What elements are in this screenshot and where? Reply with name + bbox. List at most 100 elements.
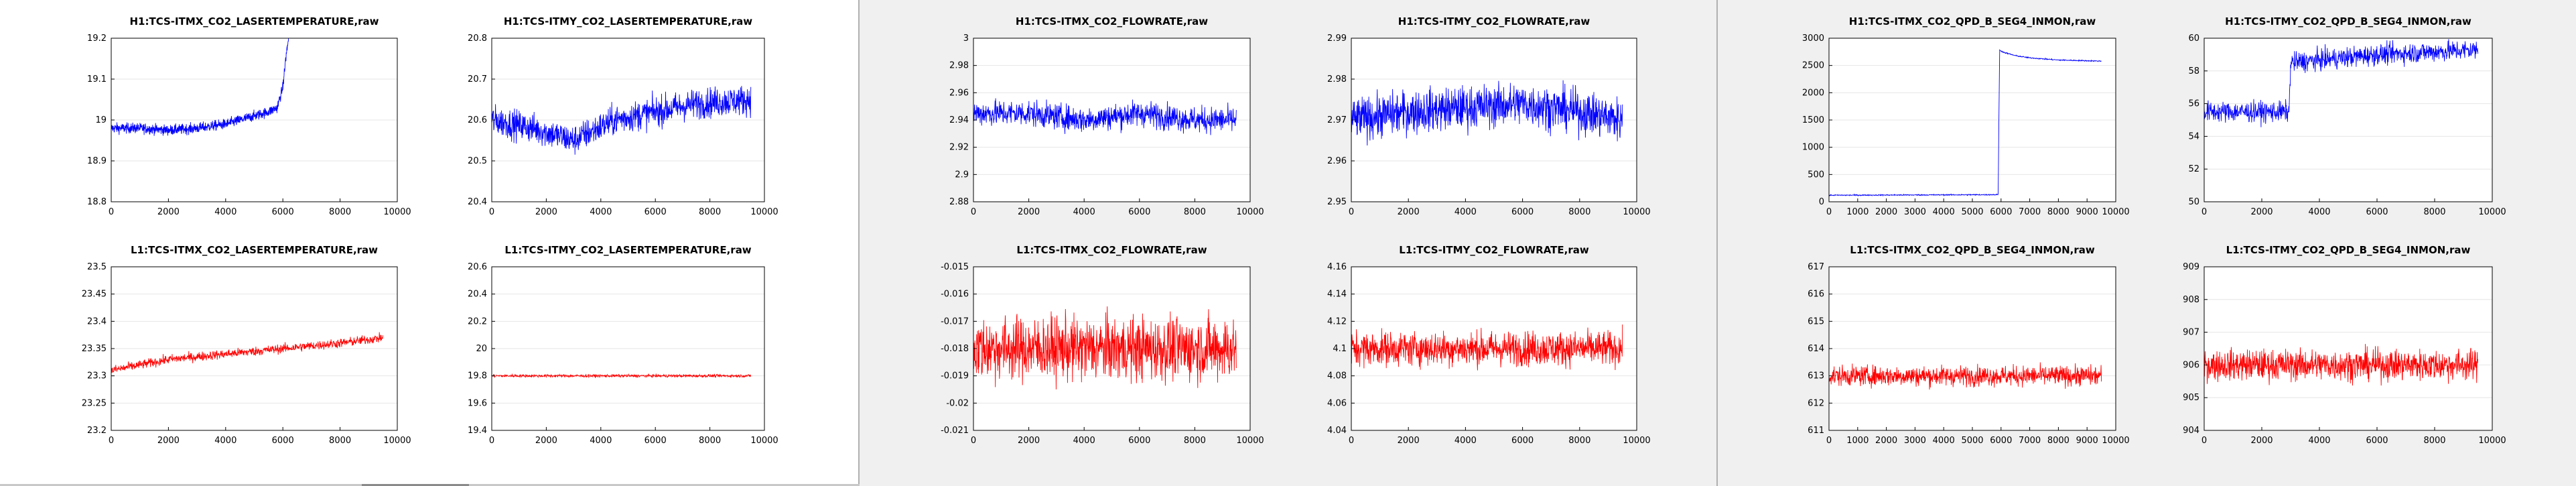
y-tick-label: 20.8	[468, 34, 487, 44]
y-tick-label: 54	[2188, 131, 2199, 141]
y-tick-label: 19.1	[87, 74, 107, 84]
y-tick-label: 615	[1808, 316, 1824, 326]
y-tick-label: 23.45	[82, 290, 107, 300]
y-tick-label: 23.2	[87, 426, 107, 436]
x-tick-label: 4000	[214, 207, 236, 217]
y-tick-label: 1500	[1802, 115, 1824, 125]
x-tick-label: 8000	[1184, 207, 1206, 217]
chart-title: H1:TCS-ITMY_CO2_LASERTEMPERATURE,raw	[504, 15, 752, 27]
x-tick-label: 6000	[1990, 207, 2012, 217]
series-line-1	[1351, 324, 1623, 371]
x-tick-label: 3000	[1904, 436, 1926, 446]
y-tick-label: 906	[2183, 360, 2199, 370]
x-tick-label: 4000	[1454, 207, 1477, 217]
x-tick-label: 10000	[1623, 207, 1650, 217]
x-tick-label: 8000	[2047, 436, 2070, 446]
x-tick-label: 4000	[2308, 207, 2330, 217]
x-tick-label: 4000	[1073, 207, 1095, 217]
y-tick-label: 2.95	[1327, 197, 1347, 207]
x-tick-label: 6000	[1511, 207, 1534, 217]
x-tick-label: 2000	[1018, 436, 1040, 446]
scroll-strip-thumb	[362, 484, 469, 486]
x-tick-label: 2000	[535, 207, 557, 217]
y-tick-label: 58	[2188, 66, 2199, 76]
chart-title: H1:TCS-ITMY_CO2_FLOWRATE,raw	[1398, 15, 1590, 27]
chart-title: L1:TCS-ITMX_CO2_QPD_B_SEG4_INMON,raw	[1850, 244, 2095, 256]
y-tick-label: 19.2	[87, 34, 107, 44]
y-tick-label: 20.4	[468, 197, 487, 207]
x-tick-label: 6000	[645, 436, 667, 446]
y-tick-label: 4.08	[1327, 371, 1347, 381]
chart-4: L1:TCS-ITMY_CO2_LASERTEMPERATURE,raw 0 200…	[468, 244, 778, 446]
x-tick-label: 0	[971, 436, 976, 446]
x-tick-label: 10000	[750, 436, 778, 446]
y-tick-label: 23.3	[87, 371, 107, 381]
y-tick-label: 2.96	[1327, 156, 1347, 166]
y-tick-label: -0.017	[941, 316, 969, 326]
x-tick-label: 10000	[2478, 436, 2506, 446]
x-tick-label: 6000	[2366, 207, 2388, 217]
x-tick-label: 8000	[1184, 436, 1206, 446]
x-tick-label: 10000	[1236, 207, 1264, 217]
x-tick-label: 4000	[1933, 436, 1955, 446]
x-tick-label: 0	[1826, 436, 1832, 446]
y-tick-label: 2.94	[949, 115, 969, 125]
x-tick-label: 8000	[1568, 207, 1590, 217]
x-tick-label: 2000	[1875, 207, 1897, 217]
series-line-1	[973, 98, 1237, 135]
x-tick-label: 5000	[1961, 207, 1983, 217]
x-tick-label: 4000	[2308, 436, 2330, 446]
x-tick-label: 2000	[1875, 436, 1897, 446]
x-tick-label: 2000	[157, 207, 180, 217]
x-tick-label: 5000	[1961, 436, 1983, 446]
y-tick-label: 20	[476, 344, 487, 354]
axes-frame	[2204, 38, 2493, 202]
series-line-1	[2204, 344, 2478, 386]
y-tick-label: 50	[2188, 197, 2199, 207]
y-tick-label: 909	[2183, 262, 2199, 272]
x-tick-label: 4000	[590, 436, 612, 446]
x-tick-label: 8000	[2423, 207, 2445, 217]
x-tick-label: 4000	[1933, 207, 1955, 217]
x-tick-label: 4000	[1073, 436, 1095, 446]
chart-2: H1:TCS-ITMY_CO2_LASERTEMPERATURE,raw 0 200…	[468, 15, 778, 217]
y-tick-label: 4.06	[1327, 398, 1347, 408]
x-tick-label: 7000	[2019, 436, 2041, 446]
y-tick-label: 612	[1808, 398, 1824, 408]
series-line-1	[2204, 39, 2478, 127]
x-tick-label: 2000	[157, 436, 180, 446]
y-tick-label: 19.6	[468, 398, 487, 408]
chart-title: L1:TCS-ITMX_CO2_LASERTEMPERATURE,raw	[131, 244, 378, 256]
plot-area	[2204, 38, 2492, 202]
x-tick-label: 10000	[1236, 436, 1264, 446]
x-tick-label: 6000	[1128, 207, 1150, 217]
y-tick-label: 500	[1808, 170, 1824, 180]
chart-6: H1:TCS-ITMY_CO2_FLOWRATE,raw 0 2000 4000 600…	[1327, 15, 1651, 217]
x-tick-label: 2000	[535, 436, 557, 446]
y-tick-label: 4.12	[1327, 316, 1347, 326]
y-tick-label: 614	[1808, 344, 1824, 354]
series-line-1	[1351, 80, 1623, 146]
y-tick-label: 2.9	[955, 170, 969, 180]
y-tick-label: 2000	[1802, 88, 1824, 98]
chart-title: H1:TCS-ITMY_CO2_QPD_B_SEG4_INMON,raw	[2225, 15, 2471, 27]
x-tick-label: 6000	[272, 207, 294, 217]
chart-7: L1:TCS-ITMX_CO2_FLOWRATE,raw 0 2000 4000 600…	[941, 244, 1264, 446]
y-tick-label: 2.99	[1327, 34, 1347, 44]
x-tick-label: 2000	[2250, 207, 2273, 217]
y-tick-label: 19.4	[468, 426, 487, 436]
y-tick-label: 56	[2188, 99, 2199, 109]
x-tick-label: 10000	[750, 207, 778, 217]
x-tick-label: 9000	[2076, 436, 2098, 446]
y-tick-label: 18.8	[87, 197, 107, 207]
x-tick-label: 10000	[383, 436, 411, 446]
series-line-1	[973, 306, 1237, 389]
y-tick-label: 20.5	[468, 156, 487, 166]
chart-title: H1:TCS-ITMX_CO2_LASERTEMPERATURE,raw	[129, 15, 379, 27]
axes-frame	[2204, 266, 2493, 431]
y-tick-label: 2500	[1802, 61, 1824, 71]
x-tick-label: 10000	[2478, 207, 2506, 217]
x-tick-label: 6000	[2366, 436, 2388, 446]
x-tick-label: 8000	[329, 436, 351, 446]
